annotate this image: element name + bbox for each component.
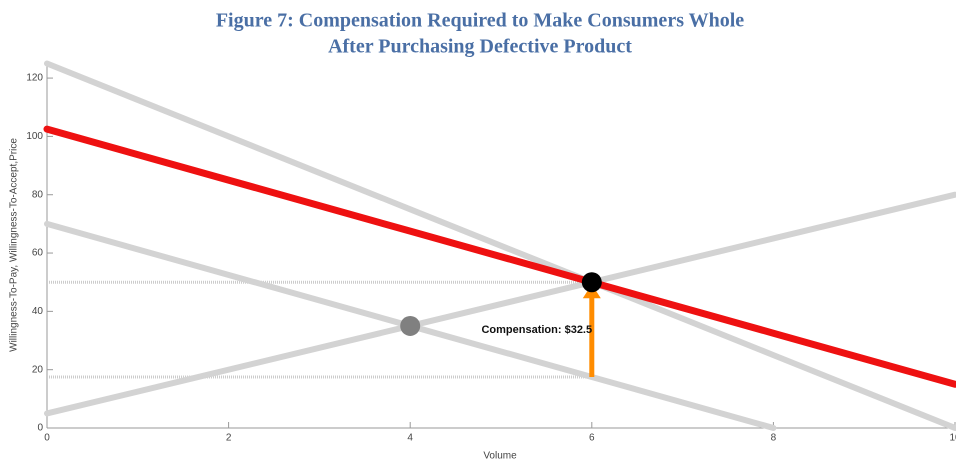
y-tick-label: 0 bbox=[37, 423, 43, 434]
point bbox=[581, 272, 602, 293]
series-line bbox=[43, 125, 956, 388]
x-tick-label: 10 bbox=[949, 433, 956, 444]
y-axis-label: Willingness-To-Pay, Willingness-To-Accep… bbox=[9, 138, 20, 352]
y-tick-label: 100 bbox=[26, 131, 43, 142]
annotation: Compensation: $32.5 bbox=[481, 324, 592, 336]
series-line bbox=[44, 60, 956, 431]
series-line bbox=[44, 220, 777, 431]
y-tick-label: 60 bbox=[32, 248, 44, 259]
x-axis-label: Volume bbox=[483, 451, 517, 462]
y-tick-label: 20 bbox=[32, 364, 44, 375]
point bbox=[400, 315, 421, 336]
x-tick-label: 0 bbox=[44, 433, 50, 444]
x-tick-label: 8 bbox=[771, 433, 777, 444]
chart-title: After Purchasing Defective Product bbox=[328, 36, 632, 58]
y-tick-label: 40 bbox=[32, 306, 44, 317]
y-tick-label: 120 bbox=[26, 73, 43, 84]
x-tick-label: 2 bbox=[226, 433, 232, 444]
chart-title: Figure 7: Compensation Required to Make … bbox=[216, 10, 744, 32]
series-line bbox=[44, 191, 956, 417]
y-tick-label: 80 bbox=[32, 189, 44, 200]
x-tick-label: 4 bbox=[407, 433, 413, 444]
x-tick-label: 6 bbox=[589, 433, 595, 444]
